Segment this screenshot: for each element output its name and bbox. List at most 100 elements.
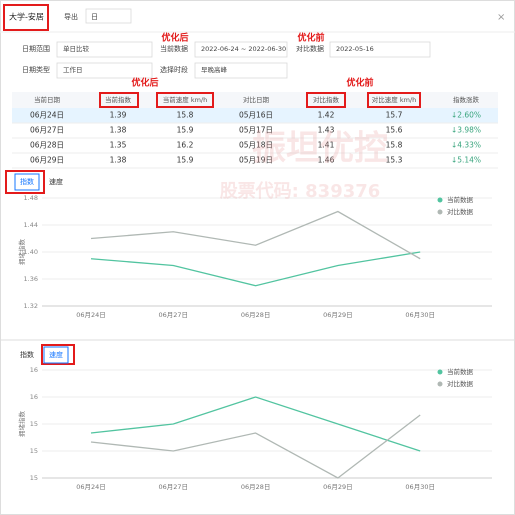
highlight-box: [3, 4, 49, 31]
table-cell: 05月17日: [239, 126, 273, 135]
table-cell: 06月24日: [30, 111, 64, 120]
series-line: [90, 396, 421, 452]
title: 大学-安居: [9, 12, 44, 22]
table-cell: 15.7: [386, 111, 403, 120]
filter-label: 日期类型: [22, 65, 50, 74]
x-tick-label: 06月29日: [323, 311, 353, 319]
y-axis-label: 拥堵指数: [17, 239, 26, 266]
y-tick-label: 15: [30, 447, 38, 455]
table-cell: 1.38: [110, 126, 127, 135]
annotation: 优化前: [346, 77, 373, 89]
table-header-cell: 当前日期: [34, 95, 61, 104]
filter-value: 早晚高峰: [201, 65, 228, 74]
series-line: [90, 210, 421, 260]
table-cell: 05月16日: [239, 111, 273, 120]
row-highlight: [12, 108, 498, 123]
highlight-box: [5, 170, 45, 194]
tab[interactable]: 速度: [49, 177, 63, 186]
highlight-box: [99, 92, 139, 108]
slot-select[interactable]: [194, 62, 288, 79]
table-header-cell: 对比速度 km/h: [372, 95, 416, 104]
table-cell: 06月29日: [30, 156, 64, 165]
annotation: 优化前: [297, 32, 324, 44]
filter-label: 对比数据: [296, 44, 324, 53]
daytype-select[interactable]: [56, 62, 153, 79]
highlight-box: [306, 92, 346, 108]
table-cell: 1.41: [318, 141, 335, 150]
x-tick-label: 06月24日: [76, 311, 106, 319]
x-tick-label: 06月28日: [241, 483, 271, 491]
table-cell: 1.35: [110, 141, 127, 150]
table-cell: 1.42: [318, 111, 335, 120]
y-tick-label: 1.48: [24, 194, 38, 202]
x-tick-label: 06月27日: [159, 311, 189, 319]
table-header-cell: 对比日期: [243, 95, 270, 104]
x-tick-label: 06月28日: [241, 311, 271, 319]
highlight-box: [41, 344, 75, 365]
table-cell: ↓2.60%: [451, 111, 481, 120]
table-cell: 1.38: [110, 156, 127, 165]
legend-swatch: [437, 197, 443, 203]
table-cell: 15.6: [386, 126, 403, 135]
table-cell: 05月19日: [239, 156, 273, 165]
x-tick-label: 06月30日: [405, 483, 435, 491]
tab[interactable]: 指数: [20, 350, 34, 359]
x-tick-label: 06月29日: [323, 483, 353, 491]
table-header-cell: 指数涨跌: [453, 95, 480, 104]
annotation: 优化后: [161, 32, 188, 44]
table-header-cell: 当前指数: [105, 95, 132, 104]
table-cell: 16.2: [177, 141, 194, 150]
filter-label: 日期范围: [22, 44, 50, 53]
y-tick-label: 1.44: [24, 221, 38, 229]
export-button: 导出: [64, 12, 78, 21]
tab-active: [43, 346, 69, 364]
table-cell: ↓4.33%: [451, 141, 481, 150]
compare-date[interactable]: [329, 41, 431, 58]
highlight-box: [156, 92, 214, 108]
table-cell: 06月28日: [30, 141, 64, 150]
filter-value: 2022-06-24 ~ 2022-06-30: [201, 45, 286, 53]
period-select[interactable]: [85, 8, 132, 24]
table-cell: 1.46: [318, 156, 335, 165]
legend-label: 当前数据: [447, 367, 474, 376]
table-cell: ↓3.98%: [451, 126, 481, 135]
table-cell: 15.8: [177, 111, 194, 120]
tab-active: [14, 173, 40, 191]
y-tick-label: 15: [30, 474, 38, 482]
filter-value: 单日比较: [63, 44, 90, 53]
table-cell: 1.43: [318, 126, 335, 135]
table-header-cell: 对比指数: [313, 95, 340, 104]
legend-label: 当前数据: [447, 195, 474, 204]
filter-value: 工作日: [63, 65, 83, 74]
tab[interactable]: 指数: [20, 177, 34, 186]
table-cell: 05月18日: [239, 141, 273, 150]
current-date[interactable]: [194, 41, 288, 58]
table-cell: ↓5.14%: [451, 156, 481, 165]
y-axis-label: 拥堵指数: [17, 411, 26, 438]
x-tick-label: 06月27日: [159, 483, 189, 491]
table-cell: 06月27日: [30, 126, 64, 135]
table-cell: 15.9: [177, 126, 194, 135]
table-header-cell: 当前速度 km/h: [163, 95, 207, 104]
tab[interactable]: 速度: [49, 350, 63, 359]
filter-value: 2022-05-16: [336, 45, 374, 53]
series-line: [90, 251, 421, 287]
table-header: [12, 92, 498, 108]
series-line: [90, 414, 421, 479]
table-cell: 1.39: [110, 111, 127, 120]
close-button: ×: [497, 12, 505, 23]
x-tick-label: 06月24日: [76, 483, 106, 491]
y-tick-label: 15: [30, 420, 38, 428]
y-tick-label: 16: [30, 366, 38, 374]
annotation: 优化后: [131, 77, 158, 89]
highlight-box: [367, 92, 421, 108]
y-tick-label: 1.32: [24, 302, 38, 310]
filter-label: 当前数据: [160, 44, 188, 53]
y-tick-label: 16: [30, 393, 38, 401]
period-value: 日: [91, 13, 98, 21]
table-cell: 15.3: [386, 156, 403, 165]
y-tick-label: 1.40: [24, 248, 38, 256]
range-select[interactable]: [56, 41, 153, 58]
legend-swatch: [437, 209, 443, 215]
